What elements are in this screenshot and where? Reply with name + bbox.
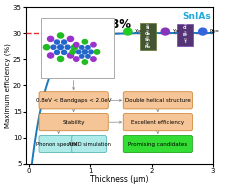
Circle shape xyxy=(90,57,96,61)
Text: Pb: Pb xyxy=(144,45,150,49)
Circle shape xyxy=(82,60,87,64)
Text: I: I xyxy=(184,40,185,44)
FancyBboxPatch shape xyxy=(177,24,193,46)
Text: 82: 82 xyxy=(146,42,149,46)
Circle shape xyxy=(51,45,56,49)
Circle shape xyxy=(88,50,93,54)
Text: P: P xyxy=(222,29,225,34)
Text: Excellent efficiency: Excellent efficiency xyxy=(131,120,184,125)
Text: 0.8eV < Bandgaps < 2.0eV: 0.8eV < Bandgaps < 2.0eV xyxy=(36,98,111,103)
FancyBboxPatch shape xyxy=(123,114,192,131)
Text: Promising candidates: Promising candidates xyxy=(128,142,187,146)
Circle shape xyxy=(94,50,99,54)
Text: 53: 53 xyxy=(183,38,187,42)
Circle shape xyxy=(76,50,80,54)
FancyBboxPatch shape xyxy=(140,23,155,50)
FancyBboxPatch shape xyxy=(216,27,231,43)
Text: 17: 17 xyxy=(183,24,186,28)
Circle shape xyxy=(58,45,63,50)
Circle shape xyxy=(71,45,77,50)
Circle shape xyxy=(85,55,90,58)
Text: 33: 33 xyxy=(222,34,226,38)
Text: Cl: Cl xyxy=(182,26,187,30)
Circle shape xyxy=(57,33,63,38)
Circle shape xyxy=(73,43,79,47)
Circle shape xyxy=(43,45,49,50)
Circle shape xyxy=(70,50,75,54)
Text: 15: 15 xyxy=(222,27,226,31)
Circle shape xyxy=(198,28,206,35)
Circle shape xyxy=(67,53,73,58)
Circle shape xyxy=(79,55,84,58)
Text: 30.08%: 30.08% xyxy=(82,18,131,31)
Circle shape xyxy=(61,50,66,54)
Text: AIMD simulation: AIMD simulation xyxy=(67,142,110,146)
Circle shape xyxy=(73,57,79,61)
Circle shape xyxy=(79,46,84,49)
Circle shape xyxy=(47,53,53,58)
Text: Ge: Ge xyxy=(144,32,150,36)
Circle shape xyxy=(161,28,169,35)
FancyBboxPatch shape xyxy=(39,136,73,153)
Text: 14: 14 xyxy=(146,24,149,28)
X-axis label: Thickness (μm): Thickness (μm) xyxy=(90,175,148,184)
Circle shape xyxy=(61,40,66,44)
Text: Stability: Stability xyxy=(62,120,85,125)
Text: 32: 32 xyxy=(146,30,149,34)
Text: Br: Br xyxy=(182,33,187,37)
Circle shape xyxy=(54,40,59,44)
Circle shape xyxy=(85,46,90,49)
Circle shape xyxy=(54,50,59,54)
Circle shape xyxy=(123,28,131,35)
FancyBboxPatch shape xyxy=(39,92,108,109)
Circle shape xyxy=(67,36,73,42)
Text: 35: 35 xyxy=(183,31,187,35)
Text: As: As xyxy=(221,37,227,41)
FancyBboxPatch shape xyxy=(39,114,108,131)
Text: Si: Si xyxy=(145,26,149,30)
Circle shape xyxy=(65,45,70,49)
FancyBboxPatch shape xyxy=(41,18,113,78)
Text: SnIAs: SnIAs xyxy=(182,12,210,21)
Circle shape xyxy=(57,56,63,61)
Circle shape xyxy=(47,36,53,42)
Text: X=: X= xyxy=(134,29,141,34)
Text: Phonon spectra: Phonon spectra xyxy=(36,142,76,146)
Circle shape xyxy=(90,43,96,47)
Text: Sn: Sn xyxy=(144,39,150,43)
FancyBboxPatch shape xyxy=(71,136,106,153)
Text: Pn=: Pn= xyxy=(208,29,218,34)
Circle shape xyxy=(82,50,87,54)
FancyBboxPatch shape xyxy=(123,92,192,109)
FancyBboxPatch shape xyxy=(123,136,192,153)
Text: Y=: Y= xyxy=(171,29,178,34)
Text: 50: 50 xyxy=(145,36,149,40)
Y-axis label: Maximum efficiency (%): Maximum efficiency (%) xyxy=(5,43,11,128)
Text: Double helical structure: Double helical structure xyxy=(125,98,190,103)
Circle shape xyxy=(82,40,87,44)
